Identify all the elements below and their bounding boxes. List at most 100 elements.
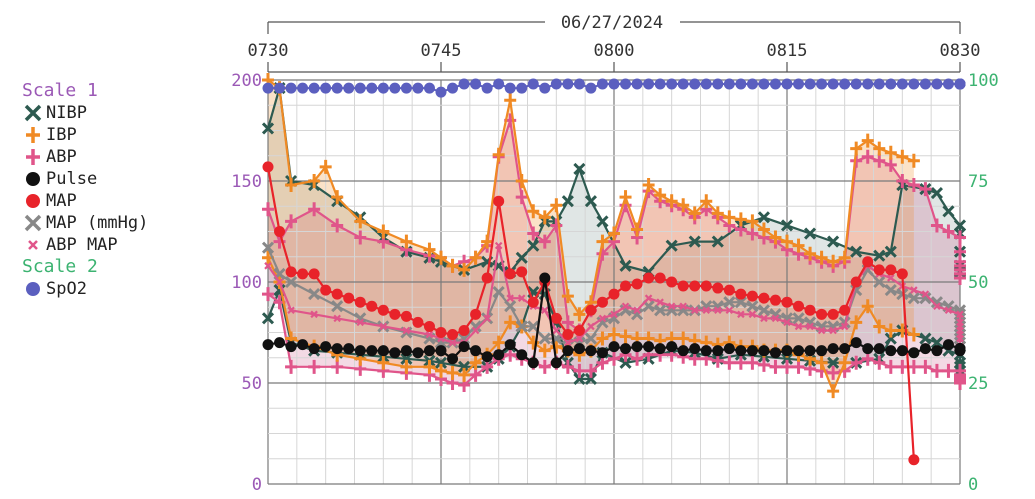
point-map bbox=[896, 268, 908, 280]
point-abp-upper bbox=[561, 315, 574, 330]
point-abp-upper bbox=[285, 214, 298, 229]
point-abp-map bbox=[840, 322, 849, 331]
point-nibp-upper bbox=[584, 195, 597, 208]
point-abp-upper bbox=[354, 230, 367, 245]
point-map bbox=[758, 292, 770, 304]
point-map-mmhg- bbox=[919, 292, 932, 305]
point-map bbox=[643, 272, 655, 284]
point-map-mmhg- bbox=[792, 312, 805, 325]
legend-item-nibp: NIBP bbox=[22, 102, 148, 124]
point-nibp-lower bbox=[780, 352, 794, 365]
point-nibp-lower bbox=[400, 352, 413, 365]
point-ibp-lower bbox=[458, 367, 471, 382]
point-ibp-upper bbox=[469, 250, 482, 265]
point-ibp-lower bbox=[469, 355, 482, 370]
point-spo2 bbox=[896, 78, 908, 90]
point-map-mmhg- bbox=[331, 300, 344, 313]
point-map bbox=[620, 280, 632, 292]
point-abp-map bbox=[944, 306, 953, 315]
point-pulse bbox=[585, 345, 597, 357]
point-map-mmhg- bbox=[873, 275, 886, 289]
point-map-mmhg- bbox=[723, 296, 736, 309]
point-spo2 bbox=[343, 82, 355, 94]
legend-item-ibp: IBP bbox=[22, 124, 148, 146]
point-spo2 bbox=[527, 78, 539, 90]
point-abp-lower bbox=[573, 363, 586, 378]
point-abp-upper bbox=[515, 190, 528, 205]
point-spo2 bbox=[885, 78, 897, 90]
point-spo2 bbox=[481, 82, 493, 94]
point-abp-upper bbox=[538, 234, 551, 249]
point-map-mmhg- bbox=[734, 296, 747, 309]
point-pulse bbox=[781, 345, 793, 357]
point-spo2 bbox=[308, 82, 320, 94]
point-spo2 bbox=[620, 78, 632, 90]
point-spo2 bbox=[297, 82, 309, 94]
point-abp-map bbox=[564, 338, 572, 347]
point-spo2 bbox=[723, 78, 735, 90]
legend-marker-ibp bbox=[22, 124, 44, 146]
point-map bbox=[885, 264, 897, 276]
point-abp-lower bbox=[781, 359, 793, 374]
point-abp-upper bbox=[550, 218, 563, 233]
point-ibp-upper bbox=[527, 204, 540, 219]
point-spo2 bbox=[377, 82, 389, 94]
point-ibp-upper bbox=[781, 234, 793, 249]
point-map bbox=[793, 300, 805, 312]
point-ibp-upper bbox=[654, 188, 667, 203]
point-ibp-upper bbox=[573, 307, 586, 322]
point-abp-map bbox=[517, 294, 526, 302]
point-nibp-upper bbox=[757, 211, 770, 224]
legend-marker-abp bbox=[22, 146, 44, 168]
point-pulse bbox=[262, 339, 274, 351]
point-map-mmhg- bbox=[527, 320, 540, 333]
point-abp-map bbox=[760, 314, 768, 323]
point-ibp-lower bbox=[884, 323, 897, 338]
point-pulse bbox=[366, 345, 378, 357]
point-ibp-upper bbox=[711, 206, 724, 221]
point-map bbox=[435, 327, 447, 338]
point-pulse bbox=[827, 343, 839, 355]
point-map bbox=[400, 310, 412, 322]
point-spo2 bbox=[573, 78, 585, 90]
point-abp-map bbox=[956, 334, 964, 343]
line-ibp-upper bbox=[267, 79, 915, 317]
point-map-mmhg- bbox=[884, 284, 897, 297]
point-abp-map bbox=[448, 338, 457, 347]
y-left-tick-label: 100 bbox=[231, 273, 262, 293]
point-abp-map bbox=[552, 326, 561, 335]
point-map bbox=[274, 226, 286, 237]
point-ibp-upper bbox=[746, 214, 759, 229]
point-map bbox=[908, 454, 920, 466]
point-pulse bbox=[470, 345, 482, 357]
point-abp-map bbox=[275, 278, 284, 286]
point-abp-lower bbox=[285, 359, 298, 374]
point-pulse bbox=[389, 347, 401, 359]
point-abp-map bbox=[483, 314, 491, 323]
point-ibp-upper bbox=[377, 224, 390, 239]
point-pulse bbox=[816, 345, 828, 357]
point-pulse bbox=[285, 341, 297, 353]
point-ibp-lower bbox=[619, 329, 632, 344]
point-ibp-lower bbox=[527, 335, 540, 350]
point-spo2 bbox=[654, 78, 666, 90]
point-ibp-lower bbox=[850, 315, 863, 330]
point-pulse bbox=[308, 343, 320, 355]
point-map bbox=[297, 268, 309, 280]
point-pulse bbox=[896, 345, 908, 357]
point-nibp-upper bbox=[527, 239, 540, 252]
point-pulse bbox=[320, 341, 332, 353]
point-ibp-upper bbox=[688, 206, 701, 221]
legend-marker-svg bbox=[26, 149, 40, 165]
point-abp-map bbox=[771, 314, 780, 323]
legend-marker-map bbox=[22, 190, 44, 212]
point-map bbox=[493, 195, 505, 207]
point-pulse bbox=[919, 343, 931, 355]
point-pulse bbox=[274, 337, 286, 349]
point-ibp-upper bbox=[631, 222, 644, 237]
point-spo2 bbox=[839, 78, 851, 90]
point-map bbox=[423, 320, 435, 332]
point-pulse bbox=[931, 345, 943, 357]
point-pulse bbox=[596, 347, 608, 359]
